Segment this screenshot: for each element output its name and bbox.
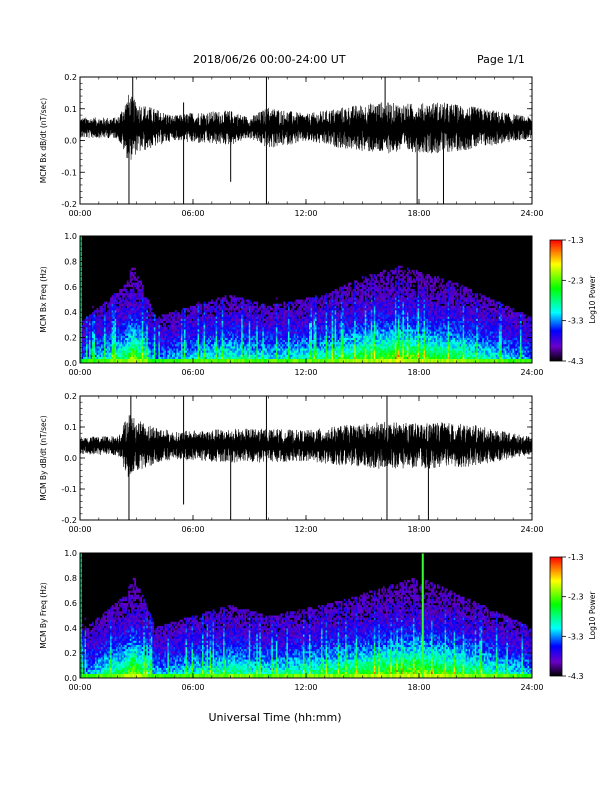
- x-tick-label: 18:00: [407, 525, 430, 534]
- x-tick-label: 18:00: [407, 209, 430, 218]
- y-tick-label: -0.1: [61, 168, 77, 177]
- y-tick-label: 0.8: [64, 574, 77, 583]
- x-tick-label: 06:00: [181, 368, 204, 377]
- y-tick-label: 0.2: [64, 73, 77, 82]
- x-tick-label: 24:00: [520, 368, 543, 377]
- colorbar: -1.3 -2.3 -3.3 -4.3 Log10 Power: [549, 236, 597, 366]
- y-tick-label: 0.4: [64, 624, 77, 633]
- x-tick-label: 18:00: [407, 368, 430, 377]
- colorbar-gradient: [549, 239, 563, 362]
- colorbar-label: Log10 Power: [588, 275, 597, 324]
- x-axis-title: Universal Time (hh:mm): [209, 711, 342, 724]
- y-tick-label: 0.0: [64, 137, 77, 146]
- colorbar-tick-label: -2.3: [568, 593, 584, 602]
- y-tick-label: 1.0: [64, 549, 77, 558]
- colorbar-label: Log10 Power: [588, 591, 597, 640]
- x-tick-label: 24:00: [520, 525, 543, 534]
- y-tick-label: 0.2: [64, 392, 77, 401]
- colorbar-tick-label: -1.3: [568, 236, 584, 245]
- colorbar-tick-label: -3.3: [568, 317, 584, 326]
- signal-trace: [79, 94, 533, 160]
- y-tick-label: -0.2: [61, 516, 77, 525]
- y-tick-label: 0.8: [64, 257, 77, 266]
- y-tick-label: 0.1: [64, 105, 77, 114]
- y-tick-label: -0.1: [61, 485, 77, 494]
- colorbar-gradient: [549, 556, 563, 677]
- y-axis-title: MCM By Freq (Hz): [39, 582, 48, 648]
- y-tick-label: -0.2: [61, 200, 77, 209]
- panel-1: 0.2 0.1 0.0 -0.1 -0.200:00 06:00 12:00 18:00 24:…: [39, 73, 544, 218]
- y-tick-label: 0.0: [64, 674, 77, 683]
- x-tick-label: 12:00: [294, 525, 317, 534]
- y-tick-label: 1.0: [64, 232, 77, 241]
- x-tick-label: 06:00: [181, 209, 204, 218]
- y-tick-label: 0.0: [64, 359, 77, 368]
- y-axis-title: MCM Bx dB/dt (nT/sec): [39, 98, 48, 183]
- signal-trace: [79, 415, 533, 477]
- x-tick-label: 00:00: [68, 683, 91, 692]
- x-tick-label: 18:00: [407, 683, 430, 692]
- colorbar-tick-label: -1.3: [568, 553, 584, 562]
- y-tick-label: 0.2: [64, 334, 77, 343]
- x-tick-label: 12:00: [294, 368, 317, 377]
- panel-4: -1.3 -2.3 -3.3 -4.3 Log10 Power 1.0 0.8 0.6 0.4 0…: [39, 549, 597, 692]
- colorbar-tick-label: -2.3: [568, 276, 584, 285]
- x-tick-label: 24:00: [520, 209, 543, 218]
- y-tick-label: 0.2: [64, 649, 77, 658]
- x-tick-label: 00:00: [68, 525, 91, 534]
- y-axis-title: MCM Bx Freq (Hz): [39, 266, 48, 332]
- x-tick-label: 00:00: [68, 209, 91, 218]
- panel-2: -1.3 -2.3 -3.3 -4.3 Log10 Power 1.0 0.8 0.6 0.4 0…: [39, 232, 597, 377]
- colorbar-tick-label: -4.3: [568, 672, 584, 681]
- y-tick-label: 0.1: [64, 423, 77, 432]
- x-tick-label: 12:00: [294, 683, 317, 692]
- plot-title: 2018/06/26 00:00-24:00 UT: [193, 53, 346, 66]
- y-tick-label: 0.4: [64, 308, 77, 317]
- x-tick-label: 00:00: [68, 368, 91, 377]
- y-tick-label: 0.0: [64, 454, 77, 463]
- colorbar-tick-label: -4.3: [568, 357, 584, 366]
- page-indicator: Page 1/1: [477, 53, 525, 66]
- colorbar-tick-label: -3.3: [568, 632, 584, 641]
- x-tick-label: 12:00: [294, 209, 317, 218]
- colorbar: -1.3 -2.3 -3.3 -4.3 Log10 Power: [549, 553, 597, 681]
- y-tick-label: 0.6: [64, 283, 77, 292]
- panel-3: 0.2 0.1 0.0 -0.1 -0.200:00 06:00 12:00 18:00 24:…: [39, 392, 544, 534]
- x-tick-label: 06:00: [181, 683, 204, 692]
- y-axis-title: MCM By dB/dt (nT/sec): [39, 415, 48, 500]
- x-tick-label: 24:00: [520, 683, 543, 692]
- spectrogram-cells: [80, 265, 533, 364]
- x-tick-label: 06:00: [181, 525, 204, 534]
- y-tick-label: 0.6: [64, 599, 77, 608]
